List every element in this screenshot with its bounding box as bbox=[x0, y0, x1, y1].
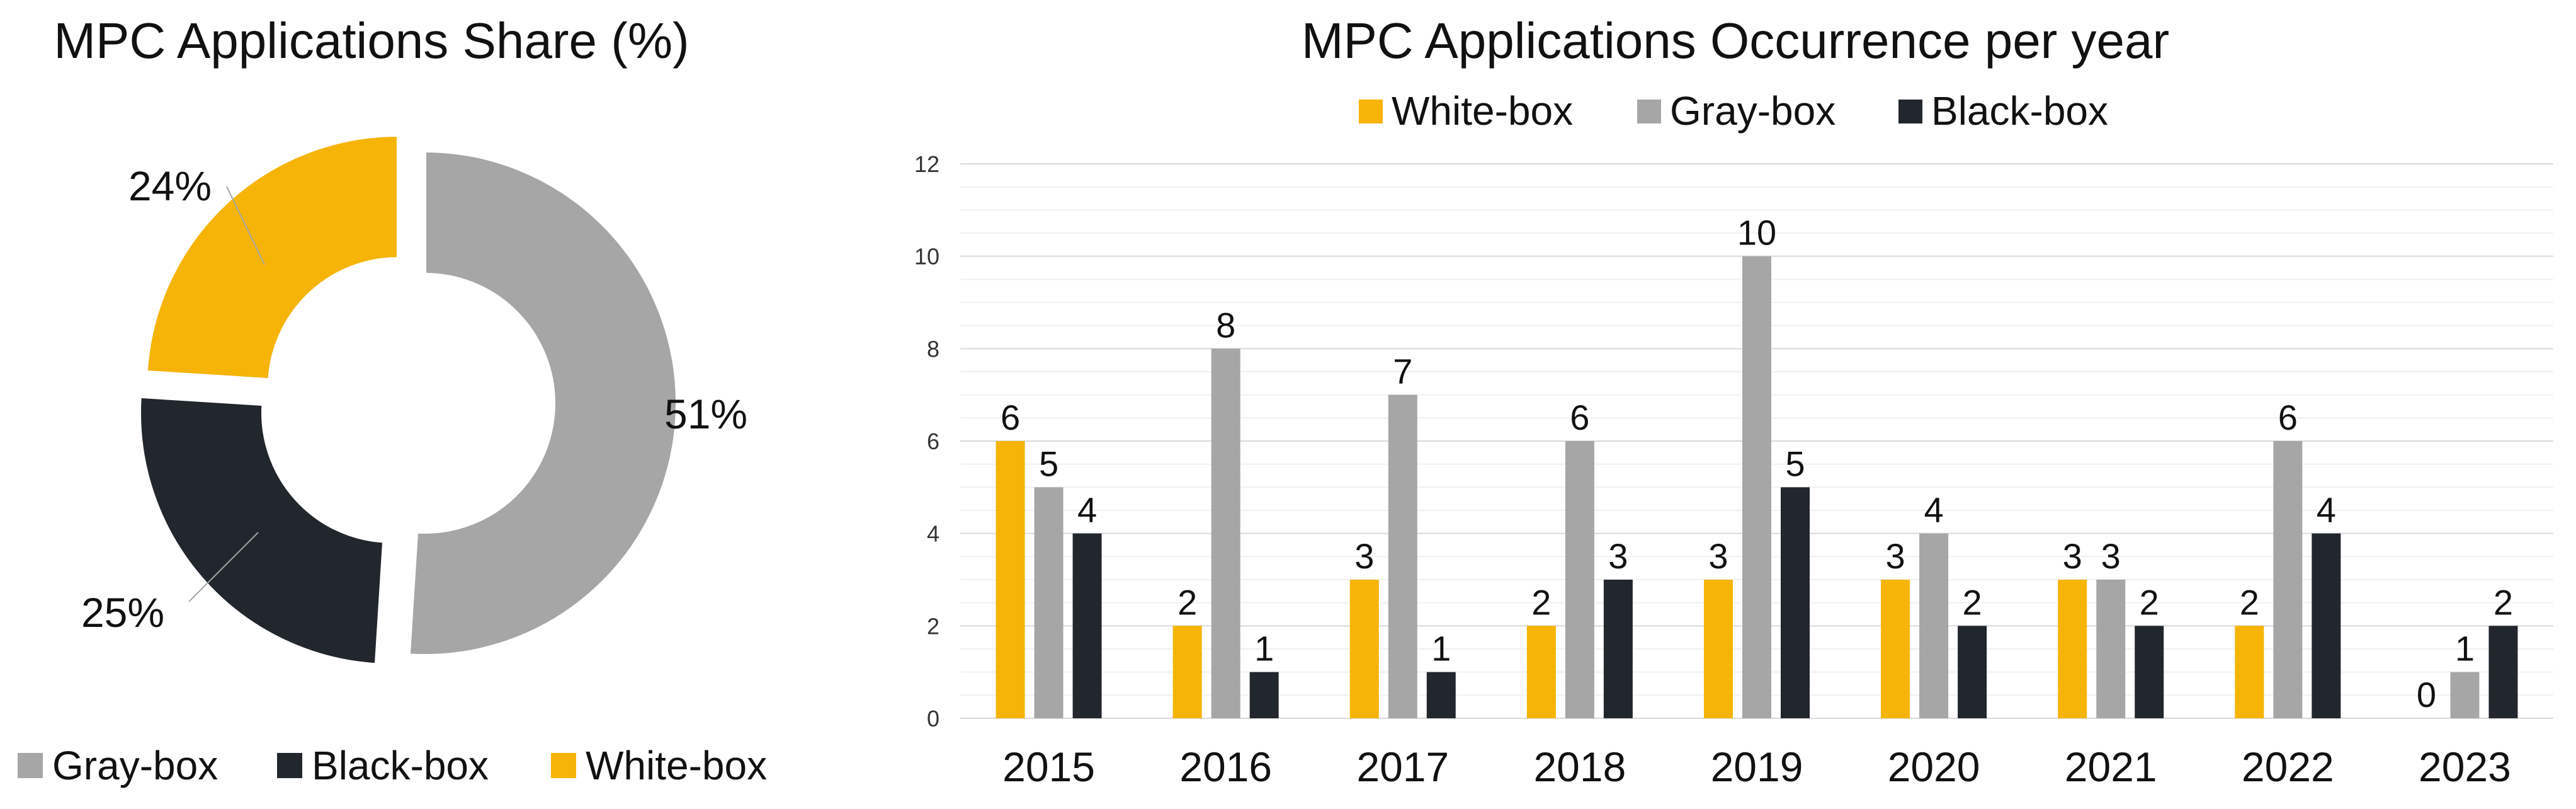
legend-swatch-gray-box bbox=[1637, 100, 1661, 123]
y-tick-label: 6 bbox=[927, 428, 939, 454]
legend-swatch-white-box bbox=[1359, 100, 1383, 123]
bar-gray-box-2020 bbox=[1919, 533, 1949, 718]
bar-gray-box-2023 bbox=[2450, 672, 2480, 718]
bar-white-box-2016 bbox=[1172, 626, 1202, 718]
donut-legend: Gray-box Black-box White-box bbox=[18, 743, 767, 788]
data-label-black-box-2015: 4 bbox=[1077, 490, 1097, 530]
data-label-black-box-2023: 2 bbox=[2494, 582, 2513, 622]
data-label-white-box-2023: 0 bbox=[2417, 675, 2436, 714]
x-tick-label-2016: 2016 bbox=[1179, 743, 1272, 790]
data-label-black-box-2021: 2 bbox=[2140, 582, 2159, 622]
bar-white-box-2022 bbox=[2235, 626, 2264, 718]
bar-black-box-2019 bbox=[1781, 487, 1810, 718]
data-label-black-box-2018: 3 bbox=[1608, 536, 1628, 576]
bar-gray-box-2019 bbox=[1742, 256, 1771, 719]
bar-black-box-2020 bbox=[1958, 626, 1987, 718]
y-tick-label: 10 bbox=[914, 244, 939, 270]
data-label-black-box-2022: 4 bbox=[2317, 490, 2336, 530]
data-label-white-box-2018: 2 bbox=[1531, 582, 1551, 622]
data-label-gray-box-2020: 4 bbox=[1924, 490, 1944, 530]
donut-leader-line bbox=[188, 532, 259, 602]
data-label-black-box-2017: 1 bbox=[1431, 629, 1451, 668]
donut-label-black-box: 25% bbox=[81, 589, 164, 636]
legend-label-white-box: White-box bbox=[1392, 88, 1573, 134]
data-label-white-box-2015: 6 bbox=[1001, 398, 1020, 437]
bar-black-box-2015 bbox=[1072, 533, 1102, 718]
y-tick-label: 8 bbox=[927, 336, 939, 362]
data-label-gray-box-2019: 10 bbox=[1737, 213, 1776, 253]
y-tick-label: 2 bbox=[927, 613, 939, 639]
data-label-black-box-2020: 2 bbox=[1963, 582, 1982, 622]
legend-swatch-black-box bbox=[1898, 100, 1922, 123]
data-label-white-box-2016: 2 bbox=[1177, 582, 1197, 622]
bar-gray-box-2018 bbox=[1565, 441, 1594, 718]
data-label-gray-box-2021: 3 bbox=[2101, 536, 2121, 576]
legend-swatch-white-box bbox=[551, 753, 576, 778]
x-tick-label-2017: 2017 bbox=[1356, 743, 1449, 790]
bar-white-box-2020 bbox=[1881, 580, 1910, 718]
bar-gray-box-2022 bbox=[2273, 441, 2303, 718]
y-axis: 0 2 4 6 8 10 12 bbox=[914, 151, 939, 732]
y-tick-label: 0 bbox=[927, 706, 939, 732]
data-label-black-box-2019: 5 bbox=[1785, 444, 1805, 483]
data-label-gray-box-2015: 5 bbox=[1039, 444, 1058, 483]
bar-white-box-2021 bbox=[2058, 580, 2087, 718]
bar-gray-box-2015 bbox=[1034, 487, 1064, 718]
bar-white-box-2018 bbox=[1526, 626, 1556, 718]
bar-black-box-2022 bbox=[2312, 533, 2341, 718]
x-axis: 2015 2016 2017 2018 2019 2020 2021 2022 2023 bbox=[1002, 743, 2511, 790]
data-label-gray-box-2022: 6 bbox=[2278, 398, 2298, 437]
data-label-white-box-2017: 3 bbox=[1354, 536, 1374, 576]
data-label-white-box-2021: 3 bbox=[2063, 536, 2082, 576]
bar-white-box-2017 bbox=[1349, 580, 1379, 718]
data-label-white-box-2022: 2 bbox=[2240, 582, 2259, 622]
donut-slice-black-box bbox=[139, 395, 385, 666]
bar-white-box-2019 bbox=[1704, 580, 1733, 718]
donut-chart: 51% 25% 24% bbox=[81, 134, 747, 666]
legend-label-black-box: Black-box bbox=[1931, 88, 2108, 134]
bar-black-box-2021 bbox=[2135, 626, 2164, 718]
legend-swatch-gray-box bbox=[18, 753, 43, 778]
x-tick-label-2022: 2022 bbox=[2242, 743, 2334, 790]
x-tick-label-2018: 2018 bbox=[1533, 743, 1626, 790]
bar-black-box-2017 bbox=[1426, 672, 1456, 718]
data-label-gray-box-2023: 1 bbox=[2455, 629, 2475, 668]
donut-title: MPC Applications Share (%) bbox=[54, 13, 689, 69]
bar-legend: White-box Gray-box Black-box bbox=[1359, 88, 2108, 134]
bar-black-box-2023 bbox=[2488, 626, 2518, 718]
x-tick-label-2015: 2015 bbox=[1002, 743, 1095, 790]
bar-gray-box-2017 bbox=[1388, 394, 1417, 718]
donut-slice-white-box bbox=[145, 134, 399, 381]
donut-label-gray-box: 51% bbox=[664, 391, 747, 437]
x-tick-label-2020: 2020 bbox=[1888, 743, 1980, 790]
legend-label-black-box: Black-box bbox=[312, 743, 489, 788]
legend-label-white-box: White-box bbox=[586, 743, 767, 788]
x-tick-label-2021: 2021 bbox=[2065, 743, 2157, 790]
legend-label-gray-box: Gray-box bbox=[1670, 88, 1836, 134]
x-tick-label-2023: 2023 bbox=[2419, 743, 2511, 790]
bar-gray-box-2016 bbox=[1211, 348, 1240, 718]
bar-gray-box-2021 bbox=[2096, 580, 2126, 718]
y-tick-label: 4 bbox=[927, 521, 939, 547]
data-label-white-box-2020: 3 bbox=[1886, 536, 1905, 576]
x-tick-label-2019: 2019 bbox=[1711, 743, 1803, 790]
bar-white-box-2015 bbox=[996, 441, 1025, 718]
donut-leader-line bbox=[226, 186, 265, 265]
data-label-black-box-2016: 1 bbox=[1254, 629, 1274, 668]
data-label-gray-box-2017: 7 bbox=[1393, 352, 1412, 391]
legend-label-gray-box: Gray-box bbox=[52, 743, 218, 788]
donut-label-white-box: 24% bbox=[128, 163, 212, 209]
legend-swatch-black-box bbox=[277, 753, 302, 778]
data-label-gray-box-2016: 8 bbox=[1216, 305, 1235, 345]
y-tick-label: 12 bbox=[914, 151, 939, 177]
data-label-white-box-2019: 3 bbox=[1708, 536, 1728, 576]
data-label-gray-box-2018: 6 bbox=[1570, 398, 1589, 437]
bar-chart-title: MPC Applications Occurrence per year bbox=[1302, 13, 2169, 69]
bar-black-box-2018 bbox=[1603, 580, 1633, 718]
donut-slice-gray-box bbox=[407, 149, 678, 657]
bar-black-box-2016 bbox=[1249, 672, 1279, 718]
